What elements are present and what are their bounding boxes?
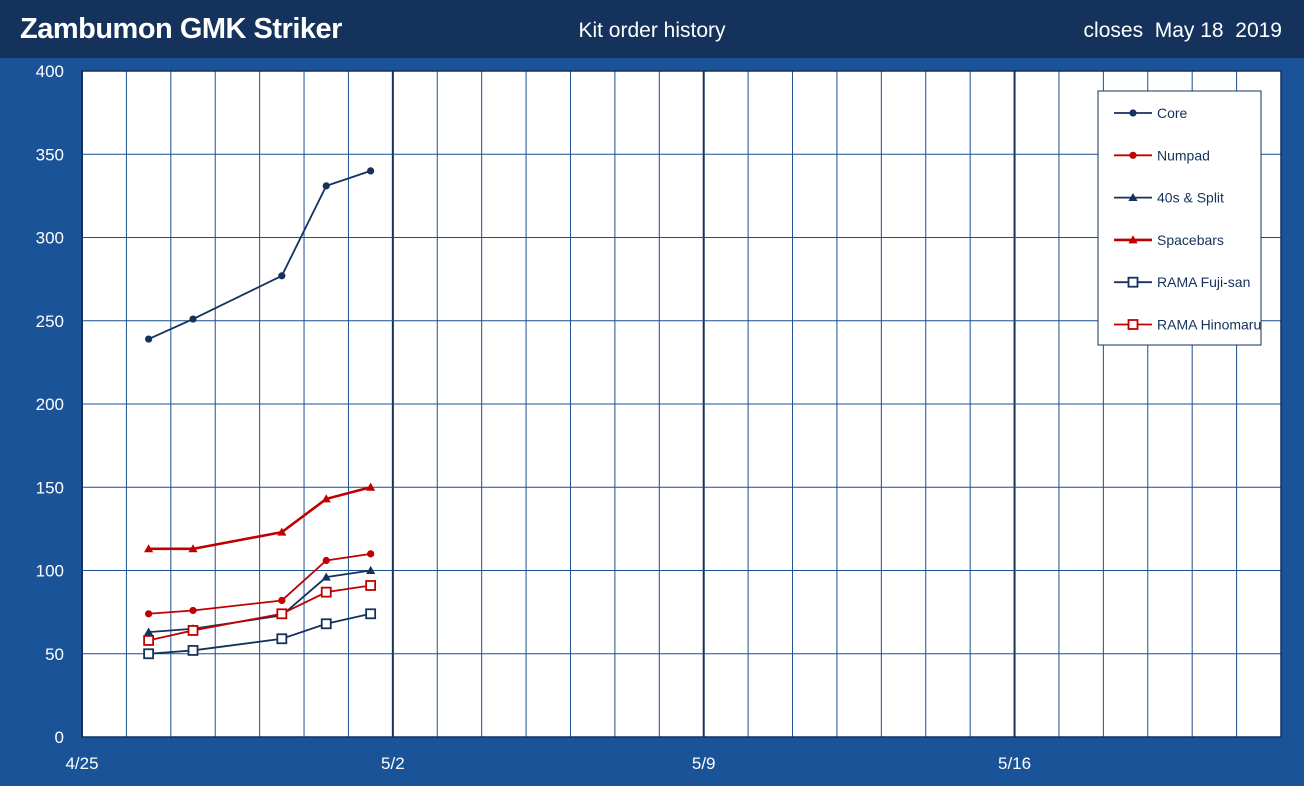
data-point-spacebars bbox=[277, 527, 287, 536]
legend-label-40s-split: 40s & Split bbox=[1157, 190, 1224, 206]
y-tick-label: 250 bbox=[36, 312, 64, 331]
data-point-rama-fuji-san bbox=[365, 608, 377, 620]
data-point-core bbox=[189, 315, 197, 323]
plot-border bbox=[81, 70, 1282, 738]
data-point-numpad bbox=[145, 610, 153, 618]
legend-marker-rama-fuji-san bbox=[1127, 276, 1139, 288]
data-point-spacebars bbox=[321, 494, 331, 503]
legend-label-rama-fuji-san: RAMA Fuji-san bbox=[1157, 274, 1250, 290]
y-tick-label: 350 bbox=[36, 145, 64, 164]
y-tick-label: 150 bbox=[36, 478, 64, 497]
data-point-rama-hinomaru bbox=[320, 586, 332, 598]
data-point-numpad bbox=[278, 596, 286, 605]
x-tick-label: 5/9 bbox=[692, 754, 716, 773]
legend-label-core: Core bbox=[1157, 105, 1188, 121]
header-bar: Zambumon GMK Striker Kit order history c… bbox=[0, 0, 1304, 58]
legend-marker-40s-split bbox=[1128, 193, 1138, 202]
data-point-40s-split bbox=[366, 565, 376, 574]
data-point-rama-fuji-san bbox=[143, 648, 155, 660]
data-point-rama-fuji-san bbox=[276, 633, 288, 645]
data-point-core bbox=[278, 272, 286, 280]
y-tick-label: 300 bbox=[36, 229, 64, 248]
legend-label-numpad: Numpad bbox=[1157, 147, 1210, 163]
data-point-rama-hinomaru bbox=[276, 608, 288, 620]
data-point-spacebars bbox=[366, 482, 376, 491]
data-point-rama-hinomaru bbox=[143, 635, 155, 646]
x-tick-label: 5/16 bbox=[998, 754, 1031, 773]
x-tick-label: 5/2 bbox=[381, 754, 405, 773]
legend-marker-rama-hinomaru bbox=[1127, 319, 1139, 330]
y-tick-label: 50 bbox=[45, 645, 64, 664]
y-tick-label: 100 bbox=[36, 562, 64, 581]
chart-title: Zambumon GMK Striker bbox=[20, 13, 342, 45]
x-tick-label: 4/25 bbox=[65, 754, 98, 773]
data-point-core bbox=[145, 335, 153, 343]
legend-label-rama-hinomaru: RAMA Hinomaru bbox=[1157, 317, 1261, 333]
data-point-numpad bbox=[189, 606, 197, 615]
data-point-spacebars bbox=[188, 544, 198, 553]
data-point-core bbox=[322, 182, 330, 190]
data-point-rama-hinomaru bbox=[365, 580, 377, 591]
data-point-rama-hinomaru bbox=[187, 625, 199, 636]
data-point-core bbox=[367, 167, 375, 175]
data-point-numpad bbox=[322, 556, 330, 565]
y-tick-label: 0 bbox=[55, 728, 64, 747]
legend-box bbox=[1097, 90, 1262, 346]
y-tick-label: 200 bbox=[36, 395, 64, 414]
legend-label-spacebars: Spacebars bbox=[1157, 232, 1224, 248]
chart-subtitle: Kit order history bbox=[578, 19, 726, 42]
legend-marker-core bbox=[1129, 109, 1137, 117]
y-tick-label: 400 bbox=[36, 62, 64, 81]
data-point-rama-fuji-san bbox=[320, 618, 332, 630]
data-point-numpad bbox=[367, 550, 375, 558]
data-point-40s-split bbox=[144, 627, 154, 636]
data-point-rama-fuji-san bbox=[187, 645, 199, 656]
closing-date: closes May 18 2019 bbox=[1083, 19, 1282, 42]
data-point-spacebars bbox=[144, 544, 154, 553]
data-point-40s-split bbox=[321, 572, 331, 581]
legend-marker-numpad bbox=[1129, 151, 1137, 159]
legend-marker-spacebars bbox=[1128, 235, 1138, 244]
